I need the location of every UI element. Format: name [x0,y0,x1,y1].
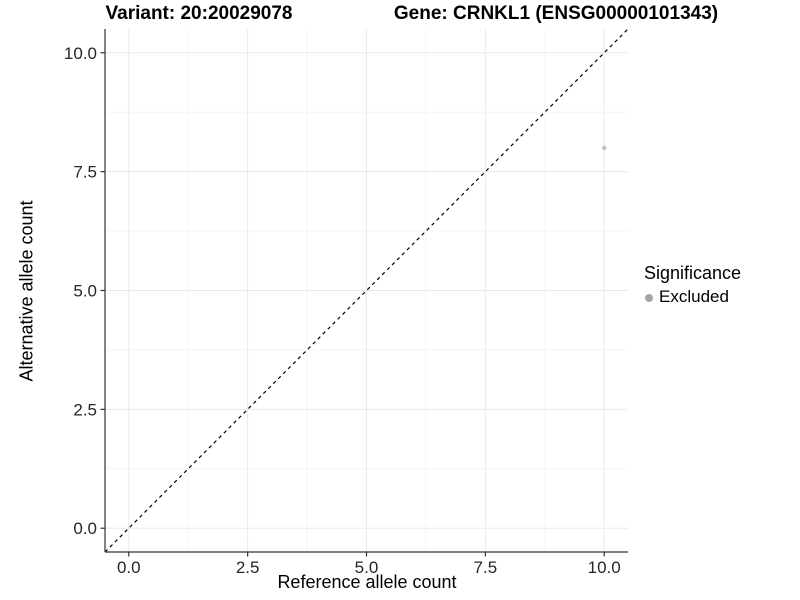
legend-entry-label: Excluded [659,287,729,306]
y-tick-label: 5.0 [73,282,97,301]
y-tick-label: 0.0 [73,519,97,538]
x-tick-label: 7.5 [474,558,498,577]
plot-title-variant: Variant: 20:20029078 [105,3,293,24]
x-tick-label: 0.0 [117,558,141,577]
plot-title-gene: Gene: CRNKL1 (ENSG00000101343) [393,3,719,24]
identity-line [104,28,629,553]
x-tick-label: 10.0 [588,558,621,577]
y-tick-label: 2.5 [73,400,97,419]
x-tick-label: 5.0 [355,558,379,577]
legend-title: Significance [644,263,742,283]
x-tick-label: 2.5 [236,558,260,577]
data-point [601,145,607,151]
legend: Significance Excluded [644,263,741,307]
y-tick-label: 7.5 [73,163,97,182]
x-axis-title: Reference allele count [277,572,457,592]
y-axis-title: Alternative allele count [16,200,37,382]
y-tick-label: 10.0 [64,44,97,63]
legend-point-icon [645,293,653,302]
legend-entry: Excluded [644,287,741,307]
